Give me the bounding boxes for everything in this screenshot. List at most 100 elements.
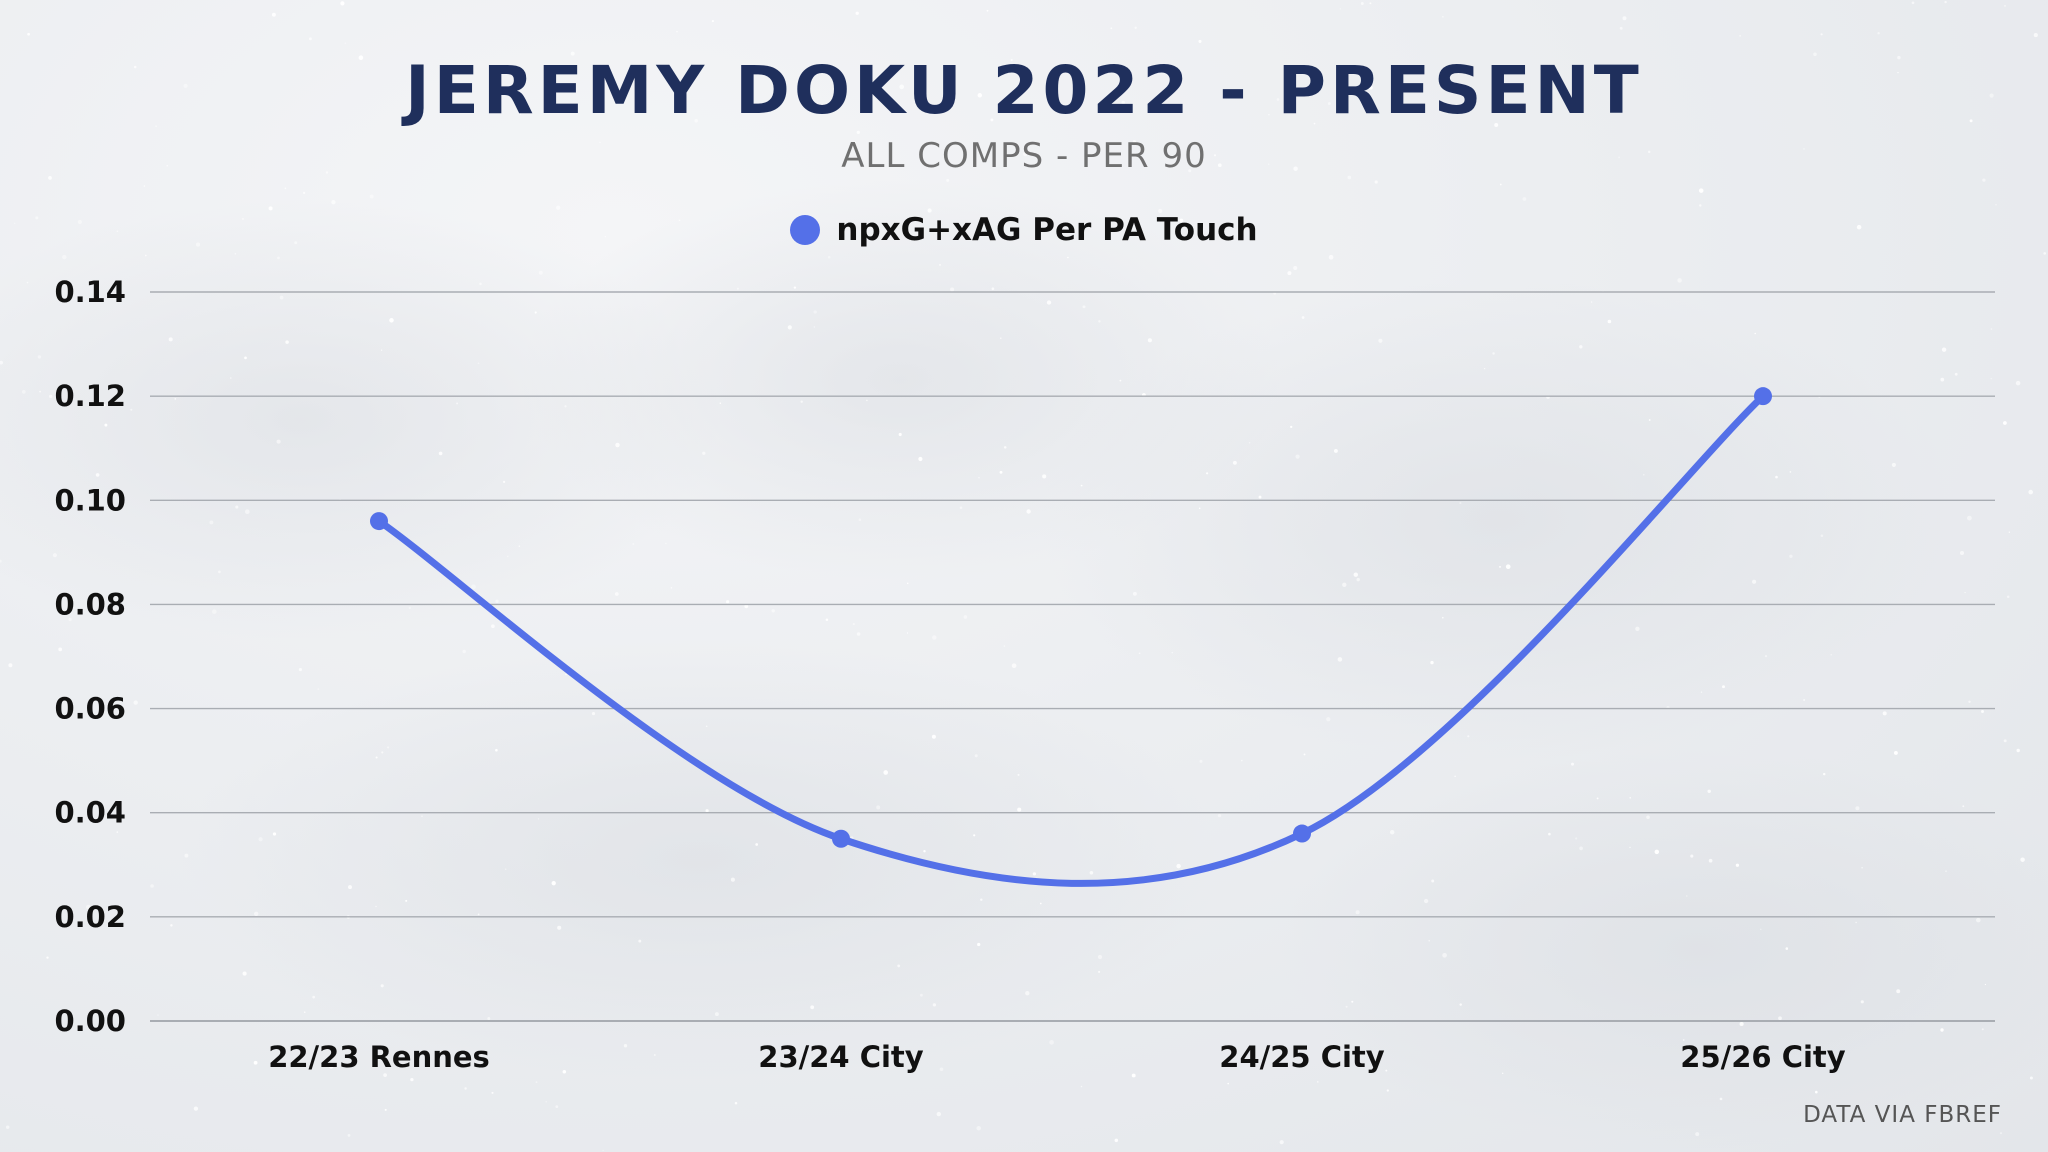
- snowflake: [218, 570, 221, 574]
- snowflake: [143, 185, 146, 187]
- snowflake: [976, 1125, 981, 1131]
- snowflake: [1213, 154, 1217, 157]
- snowflake: [827, 255, 831, 259]
- snowflake: [927, 208, 932, 213]
- snowflake: [2033, 33, 2038, 38]
- snowflake: [1428, 939, 1430, 942]
- snowflake: [294, 241, 298, 245]
- snowflake: [1897, 55, 1901, 60]
- snowflake: [104, 423, 108, 427]
- snowflake: [1976, 917, 1981, 923]
- snowflake: [242, 971, 247, 976]
- snowflake: [518, 545, 521, 547]
- snowflake: [2043, 252, 2047, 255]
- source-note: DATA VIA FBREF: [1803, 1102, 2002, 1128]
- snowflake: [1677, 278, 1682, 283]
- snowflake: [1954, 372, 1958, 376]
- snowflake: [906, 632, 909, 634]
- snowflake: [380, 349, 383, 351]
- snowflake: [1820, 534, 1824, 538]
- snowflake: [1962, 805, 1965, 808]
- snowflake: [1699, 204, 1702, 207]
- snowflake: [1893, 750, 1898, 755]
- snowflake: [519, 113, 521, 115]
- snowflake: [1250, 1062, 1253, 1065]
- snowflake: [545, 1101, 547, 1103]
- snowflake: [0, 360, 3, 365]
- snowflake: [279, 295, 284, 300]
- snowflake: [1571, 762, 1574, 766]
- snowflake: [1188, 169, 1192, 173]
- snowflake: [1882, 711, 1887, 716]
- snowflake: [384, 1108, 387, 1111]
- snowflake: [898, 432, 902, 437]
- snowflake: [555, 1105, 559, 1108]
- snowflake: [234, 252, 237, 255]
- snowflake: [810, 1005, 815, 1010]
- snowflake: [1378, 338, 1383, 343]
- snowflake: [2003, 421, 2007, 425]
- snowflake: [719, 402, 722, 405]
- snowflake: [614, 592, 619, 596]
- snowflake: [1328, 254, 1334, 260]
- snowflake: [2004, 5, 2006, 7]
- snowflake: [1369, 85, 1373, 90]
- snowflake: [1205, 472, 1209, 475]
- snowflake: [491, 624, 495, 629]
- snowflake: [705, 725, 708, 728]
- snowflake: [800, 400, 803, 403]
- snowflake: [711, 20, 714, 23]
- snowflake: [535, 1081, 538, 1083]
- snowflake: [787, 325, 792, 330]
- snowflake: [1293, 265, 1298, 271]
- snowflake: [477, 362, 480, 365]
- snowflake: [48, 176, 52, 180]
- snowflake: [876, 805, 881, 810]
- snowflake: [1276, 98, 1280, 101]
- snowflake: [1459, 1003, 1462, 1006]
- snowflake: [1010, 58, 1013, 62]
- snowflake: [632, 542, 635, 546]
- snowflake: [303, 191, 306, 194]
- snowflake: [347, 1134, 351, 1137]
- snowflake: [1969, 119, 1973, 123]
- snowflake: [1360, 2, 1364, 5]
- snowflake: [1295, 454, 1300, 459]
- snowflake: [899, 84, 905, 90]
- snowflake: [421, 815, 423, 818]
- snowflake: [244, 356, 247, 360]
- snowflake: [538, 270, 543, 275]
- snowflake: [730, 877, 735, 882]
- snowflake: [1017, 807, 1022, 812]
- snowflake: [1467, 735, 1470, 738]
- snowflake: [27, 32, 30, 36]
- snowflake: [825, 618, 829, 621]
- snowflake: [734, 1101, 738, 1105]
- snowflake: [932, 1003, 937, 1007]
- snowflake: [39, 390, 41, 393]
- snowflake: [2020, 857, 2025, 862]
- legend: npxG+xAG Per PA Touch: [0, 212, 2048, 248]
- snowflake: [77, 219, 82, 225]
- snowflake: [235, 505, 239, 509]
- snowflake: [1442, 15, 1444, 18]
- snowflake: [1217, 813, 1222, 818]
- snowflake: [303, 1011, 306, 1014]
- x-tick-label: 23/24 City: [758, 1040, 923, 1074]
- snowflake: [936, 1111, 941, 1117]
- snowflake: [1502, 1072, 1504, 1074]
- snowflake: [253, 911, 259, 917]
- snowflake: [1110, 27, 1113, 30]
- y-tick-label: 0.06: [54, 692, 126, 726]
- snowflake: [556, 205, 561, 210]
- snowflake: [855, 11, 859, 15]
- snowflake: [1459, 502, 1462, 505]
- snowflake: [1017, 773, 1020, 776]
- snowflake: [1968, 700, 1971, 703]
- snowflake: [1785, 947, 1789, 950]
- snowflake: [897, 964, 901, 968]
- snowflake: [1119, 379, 1122, 382]
- snowflake: [308, 37, 312, 41]
- snowflake: [726, 600, 730, 604]
- snowflake: [2008, 531, 2010, 533]
